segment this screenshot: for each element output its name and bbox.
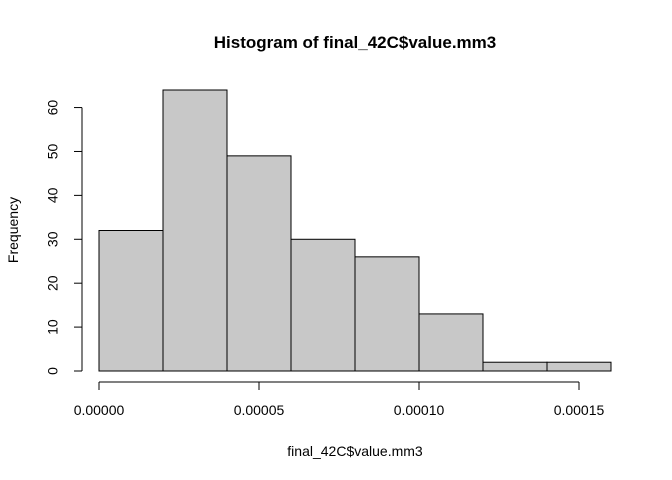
histogram-bars: [98, 89, 612, 372]
x-axis: 0.00000 0.00005 0.00010 0.00015: [74, 381, 605, 418]
histogram-bar: [546, 361, 612, 372]
histogram-bar: [354, 256, 420, 372]
y-tick-label: 60: [45, 100, 61, 116]
histogram-bar: [226, 155, 292, 372]
histogram-bar: [418, 313, 484, 372]
x-tick-label: 0.00010: [394, 402, 445, 418]
y-tick-label: 40: [45, 187, 61, 203]
chart-title: Histogram of final_42C$value.mm3: [214, 33, 496, 52]
y-tick-label: 0: [45, 367, 61, 375]
histogram-bar: [482, 361, 548, 372]
x-axis-label: final_42C$value.mm3: [287, 443, 423, 459]
histogram-bar: [290, 238, 356, 372]
y-axis: 0 10 20 30 40 50 60: [45, 100, 83, 375]
x-tick-label: 0.00005: [234, 402, 285, 418]
y-tick-label: 10: [45, 319, 61, 335]
y-axis-label: Frequency: [5, 197, 21, 263]
histogram-bar: [98, 230, 164, 372]
y-tick-label: 30: [45, 231, 61, 247]
histogram-bar: [162, 89, 228, 372]
y-tick-label: 20: [45, 275, 61, 291]
x-tick-label: 0.00000: [74, 402, 125, 418]
y-tick-label: 50: [45, 143, 61, 159]
x-tick-label: 0.00015: [554, 402, 605, 418]
